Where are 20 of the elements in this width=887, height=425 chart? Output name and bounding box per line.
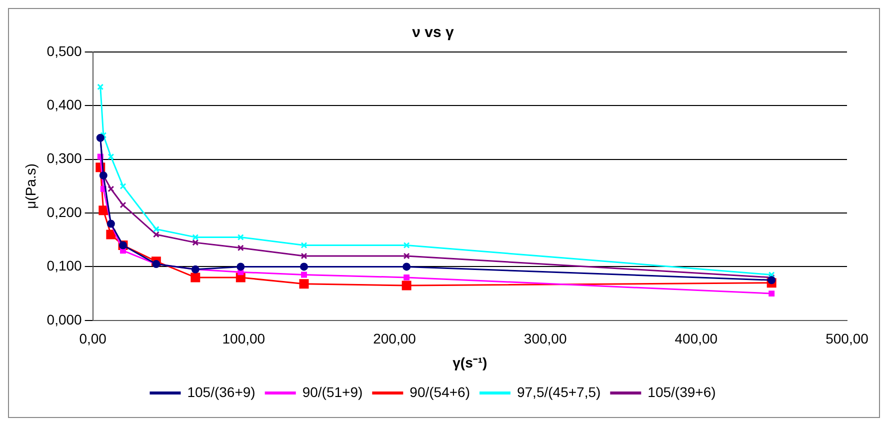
legend-label: 105/(39+6) [648,384,716,400]
x-tick-label: 200,00 [373,330,416,347]
y-tick-label: 0,500 [46,42,82,59]
legend-label: 97,5/(45+7,5) [516,384,601,400]
x-tick-label: 300,00 [524,330,567,347]
y-axis-title: μ(Pa.s) [22,163,38,209]
y-tick-label: 0,300 [46,150,82,166]
y-tick-label: 0,000 [46,311,82,328]
chart-title: ν vs γ [412,24,454,42]
x-tick-label: 100,00 [222,330,266,347]
y-tick-label: 0,400 [46,96,82,113]
legend-label: 90/(51+9) [302,384,363,400]
x-axis-title: γ(s⁻¹) [452,354,488,370]
x-tick-label: 500,00 [826,330,869,347]
x-tick-label: 400,00 [674,330,718,347]
y-tick-label: 0,200 [46,204,82,220]
legend-label: 90/(54+6) [410,384,470,400]
x-tick-label: 0,00 [79,330,107,347]
y-tick-label: 0,100 [46,258,82,274]
legend-label: 105/(36+9) [187,384,256,400]
